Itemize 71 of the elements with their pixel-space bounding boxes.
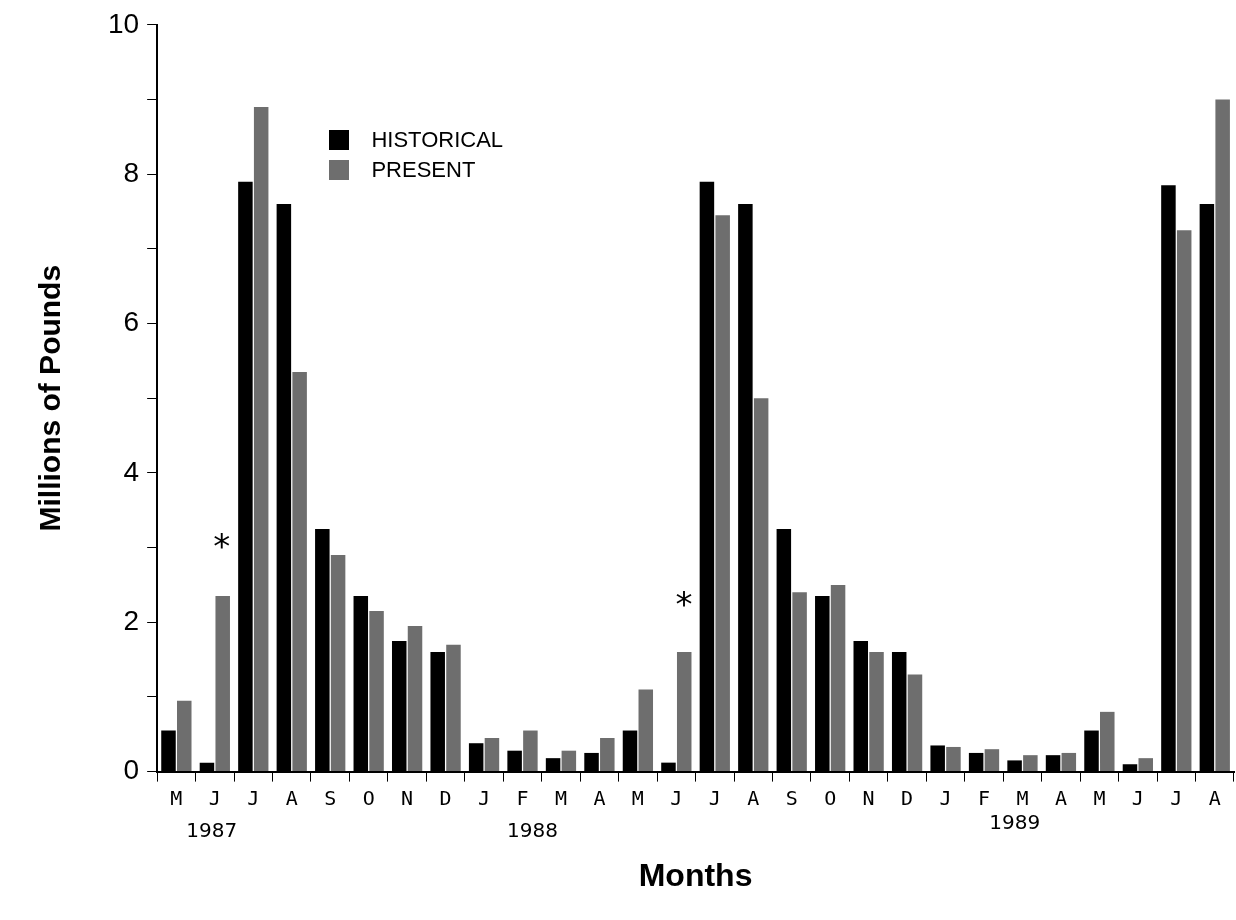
bar	[1100, 711, 1115, 772]
bar	[1138, 758, 1153, 772]
x-tick-label: A	[593, 785, 606, 810]
bar	[330, 555, 346, 772]
x-tick-label: O	[362, 785, 375, 810]
text: 1989	[989, 809, 1041, 834]
y-tick-label: 6	[123, 306, 140, 338]
x-tick-label: A	[1054, 785, 1067, 810]
x-axis-title: Months	[638, 856, 753, 893]
bar	[792, 592, 807, 772]
x-tick-label: F	[516, 785, 529, 810]
bar	[1215, 99, 1230, 772]
bar	[292, 372, 307, 772]
y-axis-title: Millions of Pounds	[33, 264, 67, 532]
x-tick-label: N	[862, 785, 875, 810]
x-tick-label: M	[631, 785, 644, 810]
x-tick-label: S	[324, 785, 337, 810]
x-tick-label: A	[285, 785, 298, 810]
bar	[1176, 230, 1192, 772]
x-tick-label: A	[747, 785, 760, 810]
x-tick-label: N	[401, 785, 414, 810]
y-tick-label: 10	[107, 7, 140, 39]
bar	[177, 700, 192, 772]
bar	[753, 398, 769, 772]
x-tick-label: J	[1170, 785, 1183, 810]
bar	[1061, 752, 1077, 772]
x-tick-label: J	[1131, 785, 1144, 810]
bar	[869, 652, 884, 772]
x-tick-label: M	[1093, 785, 1106, 810]
x-tick-label: F	[977, 785, 991, 810]
bar	[407, 625, 423, 772]
x-tick-label: A	[1208, 785, 1221, 810]
y-tick-label: 0	[123, 754, 140, 786]
bar	[830, 584, 846, 772]
x-tick-label: J	[478, 785, 491, 810]
x-tick-label: J	[670, 785, 683, 810]
bar	[600, 737, 615, 772]
bar	[1023, 755, 1038, 772]
x-tick-label: J	[939, 785, 952, 810]
x-tick-label: O	[824, 785, 837, 810]
bar	[215, 596, 230, 772]
x-tick-label: D	[439, 785, 452, 810]
x-tick-label: J	[208, 785, 221, 810]
text: 1988	[507, 817, 558, 842]
bar	[907, 674, 923, 772]
x-tick-label: J	[708, 785, 721, 810]
bar	[369, 611, 384, 772]
bar	[676, 652, 692, 772]
bar	[984, 749, 1000, 772]
x-tick-label: M	[170, 785, 183, 810]
bar	[253, 106, 269, 772]
bar	[523, 730, 538, 772]
x-tick-label: J	[247, 785, 260, 810]
annotation: *	[213, 526, 231, 567]
y-tick-label: 4	[123, 455, 140, 487]
bar	[484, 737, 500, 772]
bar	[561, 750, 577, 772]
bar	[946, 746, 961, 772]
text: 1987	[186, 817, 238, 842]
x-tick-label: S	[785, 785, 798, 810]
bar	[715, 215, 730, 772]
x-tick-label: M	[554, 785, 567, 810]
y-tick-label: 8	[123, 156, 140, 188]
bar	[638, 689, 654, 772]
x-tick-label: M	[1016, 785, 1029, 810]
legend-label: HISTORICAL	[371, 125, 504, 154]
legend-label: PRESENT	[371, 155, 476, 184]
x-tick-label: D	[901, 785, 914, 810]
bar	[446, 644, 461, 772]
y-tick-label: 2	[123, 604, 140, 636]
annotation: *	[675, 584, 693, 625]
